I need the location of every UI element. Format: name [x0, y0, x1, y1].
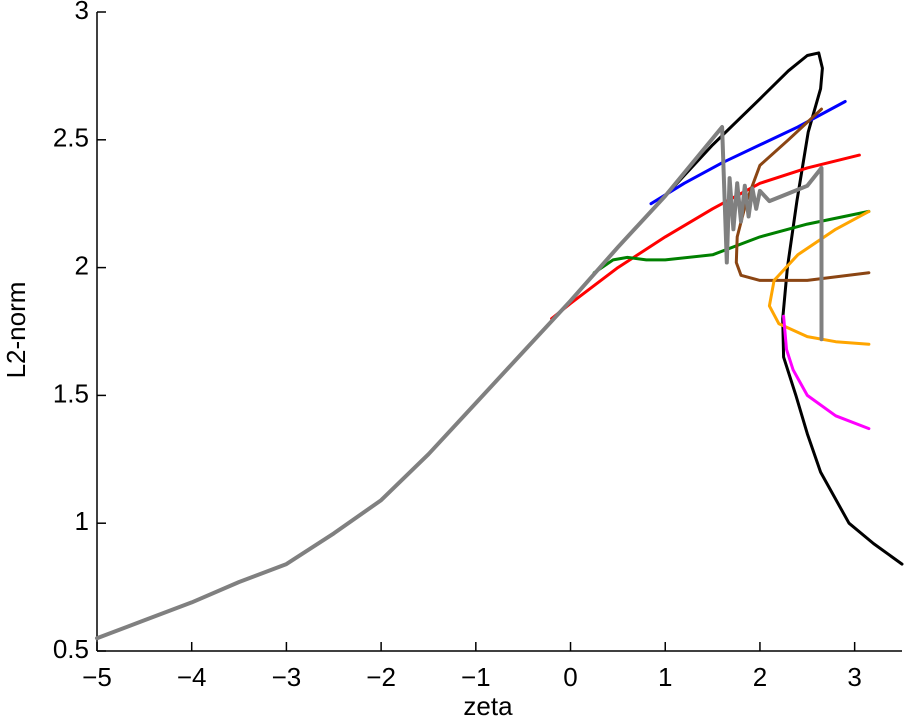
- y-tick-label: 0.5: [53, 634, 89, 664]
- x-axis-label: zeta: [463, 691, 513, 721]
- y-tick-label: 2.5: [53, 123, 89, 153]
- x-tick-label: −4: [177, 662, 207, 692]
- data-line: [550, 153, 861, 321]
- data-line: [95, 125, 824, 641]
- data-line: [592, 209, 871, 275]
- y-axis-label: L2-norm: [1, 282, 31, 379]
- y-tick-label: 1: [75, 506, 89, 536]
- data-line: [782, 314, 871, 431]
- x-tick-label: −5: [82, 662, 112, 692]
- data-line: [734, 107, 871, 282]
- x-tick-label: 3: [847, 662, 861, 692]
- y-tick-label: 3: [75, 0, 89, 25]
- y-tick-label: 1.5: [53, 378, 89, 408]
- x-tick-label: −3: [272, 662, 302, 692]
- x-tick-label: 1: [658, 662, 672, 692]
- data-line: [95, 51, 904, 640]
- x-tick-label: −1: [461, 662, 491, 692]
- x-tick-label: 0: [563, 662, 577, 692]
- x-tick-label: −2: [366, 662, 396, 692]
- x-tick-label: 2: [753, 662, 767, 692]
- y-tick-label: 2: [75, 250, 89, 280]
